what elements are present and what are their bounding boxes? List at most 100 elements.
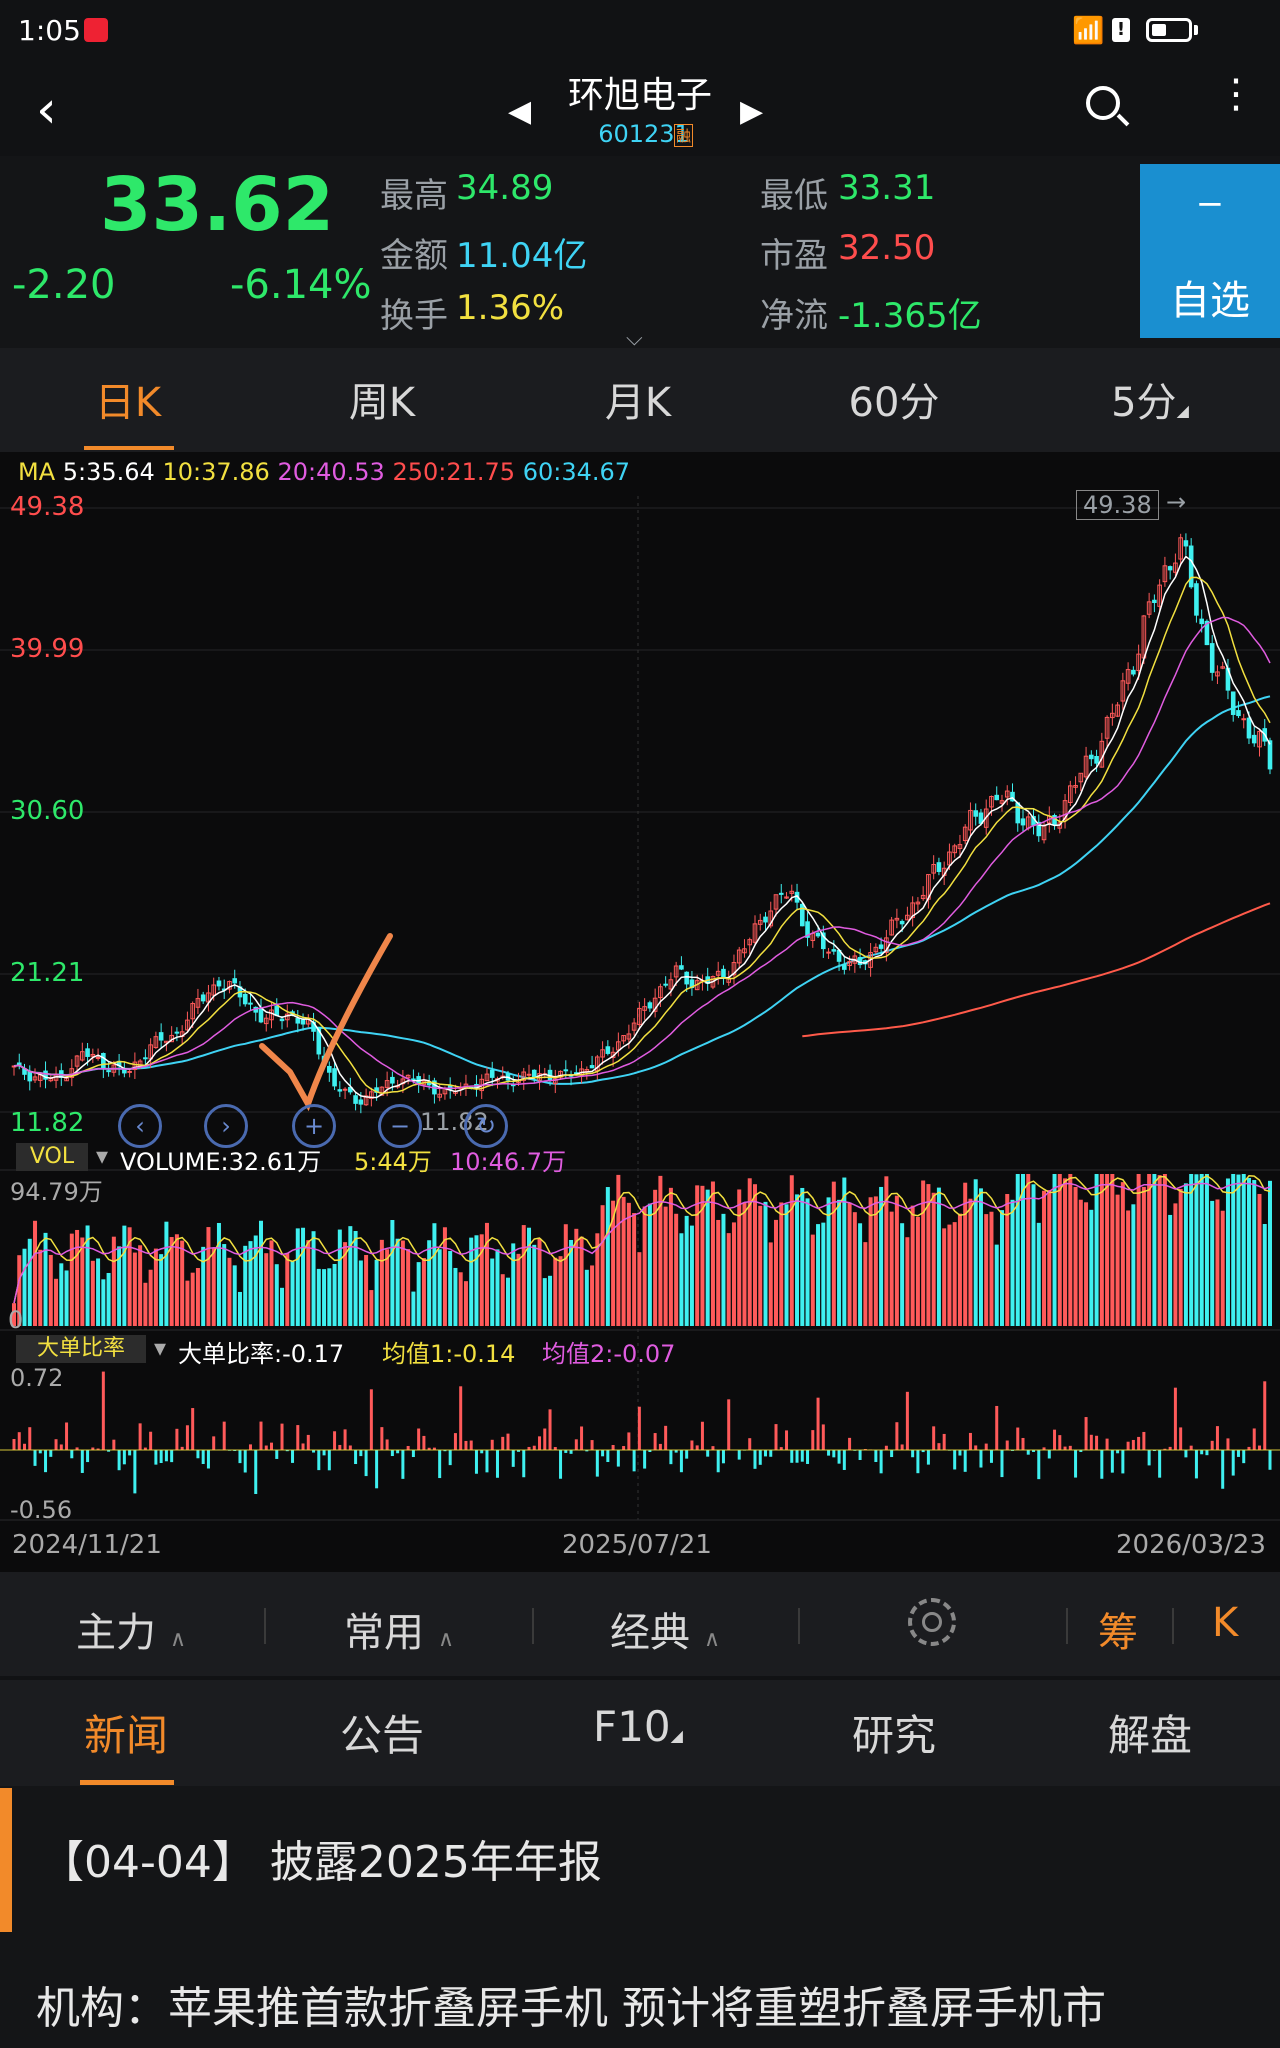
more-options-icon[interactable]: ⋮ [1216,71,1256,117]
tab-news[interactable]: 新闻 [83,1711,168,1760]
volume-bar [1152,1174,1157,1326]
ratio-bar [989,1450,993,1463]
chip-button[interactable]: 筹 [1098,1610,1138,1656]
ratio-bar [995,1405,999,1450]
tab-day-k[interactable]: 日K [94,380,162,426]
tab-5min[interactable]: 5分◢ [1060,370,1240,428]
ratio-bar [1016,1427,1020,1450]
tab-60min[interactable]: 60分 [848,380,940,426]
ratio-value: 大单比率:-0.17 [178,1340,345,1368]
ratio-bar [716,1450,720,1473]
candle-body [279,1018,285,1022]
tab-announcements[interactable]: 公告 [339,1711,424,1760]
candle-body [715,970,721,976]
classic-selector[interactable]: 经典 ∧ [610,1600,720,1658]
tab-analysis[interactable]: 解盘 [1107,1711,1192,1760]
kline-chart-area[interactable] [0,452,1280,1572]
zoom-in-icon[interactable]: + [292,1104,336,1148]
main-force-selector[interactable]: 主力 ∧ [76,1600,186,1658]
ma-prefix: MA [18,458,56,486]
volume-bar [742,1202,747,1326]
volume-bar [632,1213,637,1326]
ratio-bar [842,1450,846,1470]
scroll-left-icon[interactable]: ‹ [118,1104,162,1148]
search-icon[interactable] [1086,86,1120,120]
volume-bar [752,1184,757,1326]
ratio-min: -0.56 [10,1496,73,1524]
candle-body [873,946,879,953]
candle-body [153,1036,159,1049]
reset-icon[interactable]: ↻ [464,1104,508,1148]
remove-icon: − [1195,184,1225,224]
ratio-bar [291,1450,295,1463]
candle-body [242,993,248,1005]
expand-chevron-icon[interactable]: ⌵ [626,326,643,351]
vol-indicator-label[interactable]: VOL [16,1143,88,1171]
volume-bar [1231,1174,1236,1326]
previous-stock-icon[interactable]: ◀ [508,94,532,129]
ratio-bar [1252,1428,1256,1450]
ratio-bar [538,1436,542,1450]
ratio-bar [490,1439,494,1450]
tab-week-k[interactable]: 周K [348,380,416,426]
volume-bar [122,1225,127,1326]
volume-bar [915,1216,920,1326]
common-selector[interactable]: 常用 ∧ [344,1600,454,1658]
ratio-bar [932,1426,936,1450]
news-tabs: 新闻 公告 F10◢ 研究 解盘 [0,1680,1280,1786]
volume-bar [453,1267,458,1326]
ratio-bar [1005,1440,1009,1450]
candle-body [931,863,936,874]
ratio-bar [905,1391,909,1450]
ratio-bar [884,1445,888,1450]
volume-bar [469,1237,474,1326]
watchlist-button[interactable]: − 自选 [1140,164,1280,338]
next-stock-icon[interactable]: ▶ [740,94,764,129]
ratio-bar [128,1450,132,1456]
candle-body [200,994,206,1002]
candle-body [552,1078,558,1085]
ratio-bar [532,1445,536,1450]
ratio-bar [1173,1387,1177,1450]
ratio-bar [1184,1450,1188,1458]
volume-bar [495,1249,500,1326]
ratio-dropdown-icon[interactable]: ▾ [154,1334,167,1362]
candle-body [899,920,905,925]
candle-body [1241,718,1247,721]
volume-bar [800,1187,805,1326]
ratio-bar [338,1444,342,1450]
news-headline[interactable]: 【04-04】 披露2025年年报 [40,1837,602,1888]
ratio-bar [753,1450,757,1469]
volume-bar [48,1254,53,1326]
ratio-indicator-label[interactable]: 大单比率 [16,1335,146,1363]
volume-bar [243,1245,248,1326]
ma20-line [13,616,1271,1090]
candle-body [295,1018,301,1024]
vol-dropdown-icon[interactable]: ▾ [96,1142,109,1170]
candle-body [521,1071,527,1081]
tab-month-k[interactable]: 月K [604,380,672,426]
volume-bar [858,1223,863,1326]
candle-body [332,1068,337,1087]
tab-f10[interactable]: F10◢ [548,1702,728,1751]
volume-bar [590,1265,595,1326]
ratio-bar [795,1450,799,1463]
candle-body [857,957,863,966]
scroll-right-icon[interactable]: › [204,1104,248,1148]
news-item[interactable]: 机构：苹果推首款折叠屏手机 预计将重塑折叠屏手机市 [36,1983,1106,2034]
candle-body [1036,821,1042,837]
candle-body [1094,755,1099,764]
ratio-bar [879,1450,883,1474]
zoom-out-icon[interactable]: − [378,1104,422,1148]
settings-gear-icon[interactable] [908,1598,956,1646]
tab-research[interactable]: 研究 [851,1711,936,1760]
ratio-bar [17,1432,21,1450]
ratio-bar [101,1371,105,1450]
ratio-bar [706,1450,710,1457]
ratio-bar [721,1450,725,1464]
candle-body [258,1007,264,1023]
back-arrow-icon[interactable]: ‹ [36,80,57,140]
k-button[interactable]: K [1212,1600,1239,1646]
candle-body [757,919,763,925]
volume-bars [12,1174,1272,1326]
